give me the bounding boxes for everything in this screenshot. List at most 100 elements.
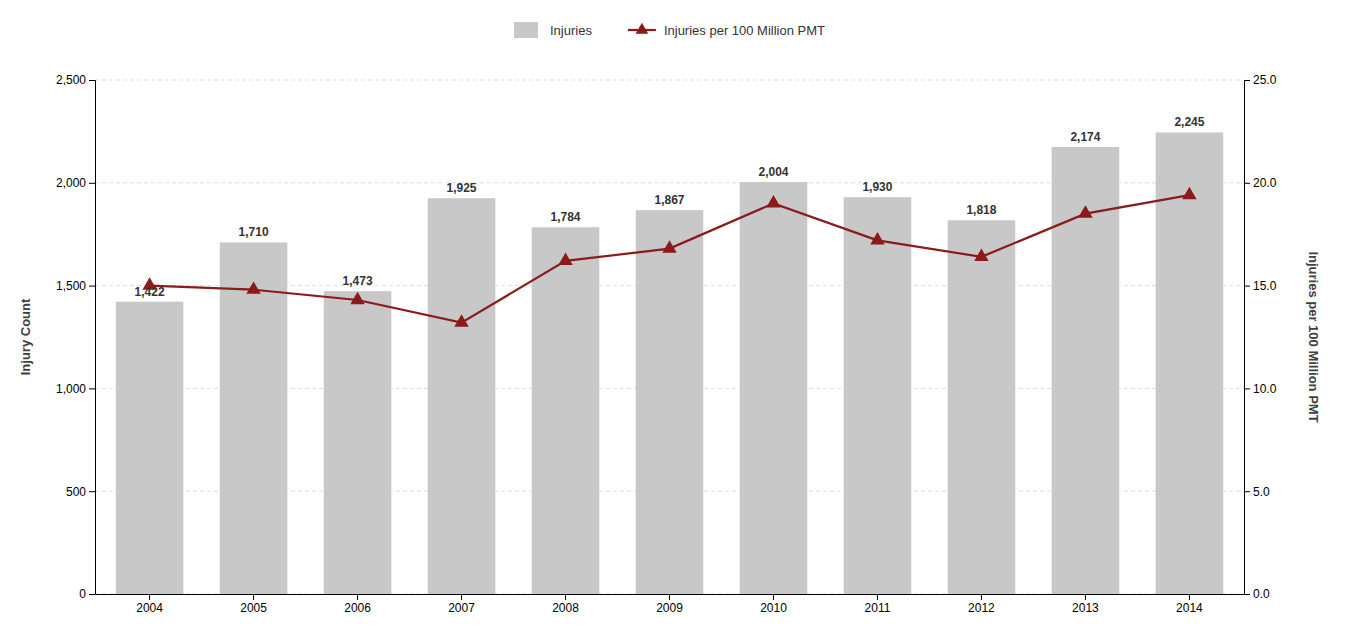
grid — [95, 80, 1244, 594]
bar — [116, 302, 184, 594]
bar — [636, 210, 704, 594]
tick: 500 — [66, 485, 95, 499]
axis: 2004 2005 2006 2007 2008 2009 2010 2011 2012 2013… — [96, 594, 1245, 615]
line — [150, 195, 1190, 322]
tick: 2010 — [760, 594, 787, 615]
tick-mark — [1244, 594, 1250, 595]
tick-label: 2011 — [865, 601, 891, 615]
tick-mark — [669, 594, 670, 600]
data-label: 1,930 — [862, 180, 892, 194]
tick: 20.0 — [1244, 176, 1277, 190]
tick-mark — [565, 594, 566, 600]
bar — [844, 197, 912, 594]
line-marker — [974, 248, 988, 260]
data-label: 1,925 — [447, 181, 477, 195]
data-label: 1,473 — [343, 274, 373, 288]
tick-label: 1,500 — [56, 279, 86, 293]
tick-label: 25.0 — [1253, 73, 1277, 87]
tick-mark — [89, 80, 95, 81]
line-marker — [246, 281, 260, 293]
data-label: 2,245 — [1174, 115, 1204, 129]
tick-mark — [89, 491, 95, 492]
line-marker — [1078, 205, 1092, 217]
tick-mark — [89, 286, 95, 287]
tick: 2007 — [448, 594, 475, 615]
tick: 1,500 — [56, 279, 95, 293]
tick: 15.0 — [1244, 279, 1277, 293]
tick-mark — [773, 594, 774, 600]
line-marker — [766, 195, 780, 207]
tick-label: 15.0 — [1253, 279, 1277, 293]
tick: 2014 — [1176, 594, 1203, 615]
tick: 10.0 — [1244, 382, 1277, 396]
legend-label: Injuries per 100 Million PMT — [664, 23, 825, 38]
data-label: 1,867 — [654, 193, 684, 207]
axis-title: Injury Count — [18, 298, 33, 375]
tick-label: 2,500 — [56, 73, 86, 87]
tick-label: 0 — [79, 587, 86, 601]
line-marker — [454, 314, 468, 326]
legend-marker — [636, 23, 649, 34]
legend-label: Injuries — [550, 23, 592, 38]
tick-mark — [89, 388, 95, 389]
bar — [740, 182, 808, 594]
data-label: 1,710 — [239, 225, 269, 239]
tick-mark — [1244, 388, 1250, 389]
tick: 2005 — [240, 594, 267, 615]
bar — [1156, 132, 1224, 594]
bar — [428, 198, 496, 594]
line-marker — [870, 232, 884, 244]
data-label: 1,784 — [551, 210, 581, 224]
tick-mark — [1244, 286, 1250, 287]
tick-label: 2005 — [240, 601, 267, 615]
tick-label: 2014 — [1176, 601, 1203, 615]
tick: 5.0 — [1244, 485, 1270, 499]
tick-label: 2008 — [552, 601, 579, 615]
data-labels: 1,422 1,710 1,473 1,925 1,784 1,867 2,004 1,930… — [135, 115, 1205, 298]
data-label: 1,818 — [966, 203, 996, 217]
tick: 25.0 — [1244, 73, 1277, 87]
axis: 0.0 5.0 10.0 15.0 20.0 25.0 — [1244, 73, 1277, 601]
data-label: 1,422 — [135, 285, 165, 299]
tick-label: 2009 — [656, 601, 683, 615]
tick: 2008 — [552, 594, 579, 615]
bar — [948, 220, 1016, 594]
tick-mark — [253, 594, 254, 600]
tick-label: 2010 — [760, 601, 787, 615]
tick-label: 2,000 — [56, 176, 86, 190]
data-label: 2,174 — [1070, 130, 1100, 144]
tick-label: 2012 — [968, 601, 995, 615]
tick: 0.0 — [1244, 587, 1270, 601]
tick-mark — [1244, 491, 1250, 492]
grid-line — [95, 80, 1244, 81]
tick-label: 5.0 — [1253, 485, 1270, 499]
plot: 1,422 1,710 1,473 1,925 1,784 1,867 2,004 1,930… — [18, 73, 1321, 614]
tick: 1,000 — [56, 382, 95, 396]
tick-label: 2007 — [448, 601, 475, 615]
tick-label: 2004 — [136, 601, 163, 615]
tick-mark — [461, 594, 462, 600]
legend: Injuries Injuries per 100 Million PMT — [514, 22, 825, 38]
tick: 2013 — [1072, 594, 1099, 615]
line-marker — [350, 292, 364, 304]
tick-mark — [1085, 594, 1086, 600]
tick-mark — [89, 594, 95, 595]
bar — [532, 227, 600, 594]
tick-label: 2013 — [1072, 601, 1099, 615]
tick-label: 2006 — [344, 601, 371, 615]
tick-label: 500 — [66, 485, 86, 499]
axis: 0 500 1,000 1,500 2,000 2,500 — [56, 73, 96, 601]
tick-mark — [1189, 594, 1190, 600]
axis-line — [1245, 81, 1251, 595]
bar — [1052, 147, 1120, 594]
line-marker — [1182, 187, 1196, 199]
tick: 2012 — [968, 594, 995, 615]
data-label: 2,004 — [758, 165, 788, 179]
chart: 1,422 1,710 1,473 1,925 1,784 1,867 2,004 1,930… — [0, 0, 1349, 644]
tick-mark — [981, 594, 982, 600]
line-marker — [662, 240, 676, 252]
legend-item: Injuries — [514, 22, 592, 38]
axis-title: Injuries per 100 Million PMT — [1306, 251, 1321, 422]
tick-mark — [877, 594, 878, 600]
tick-mark — [1244, 80, 1250, 81]
